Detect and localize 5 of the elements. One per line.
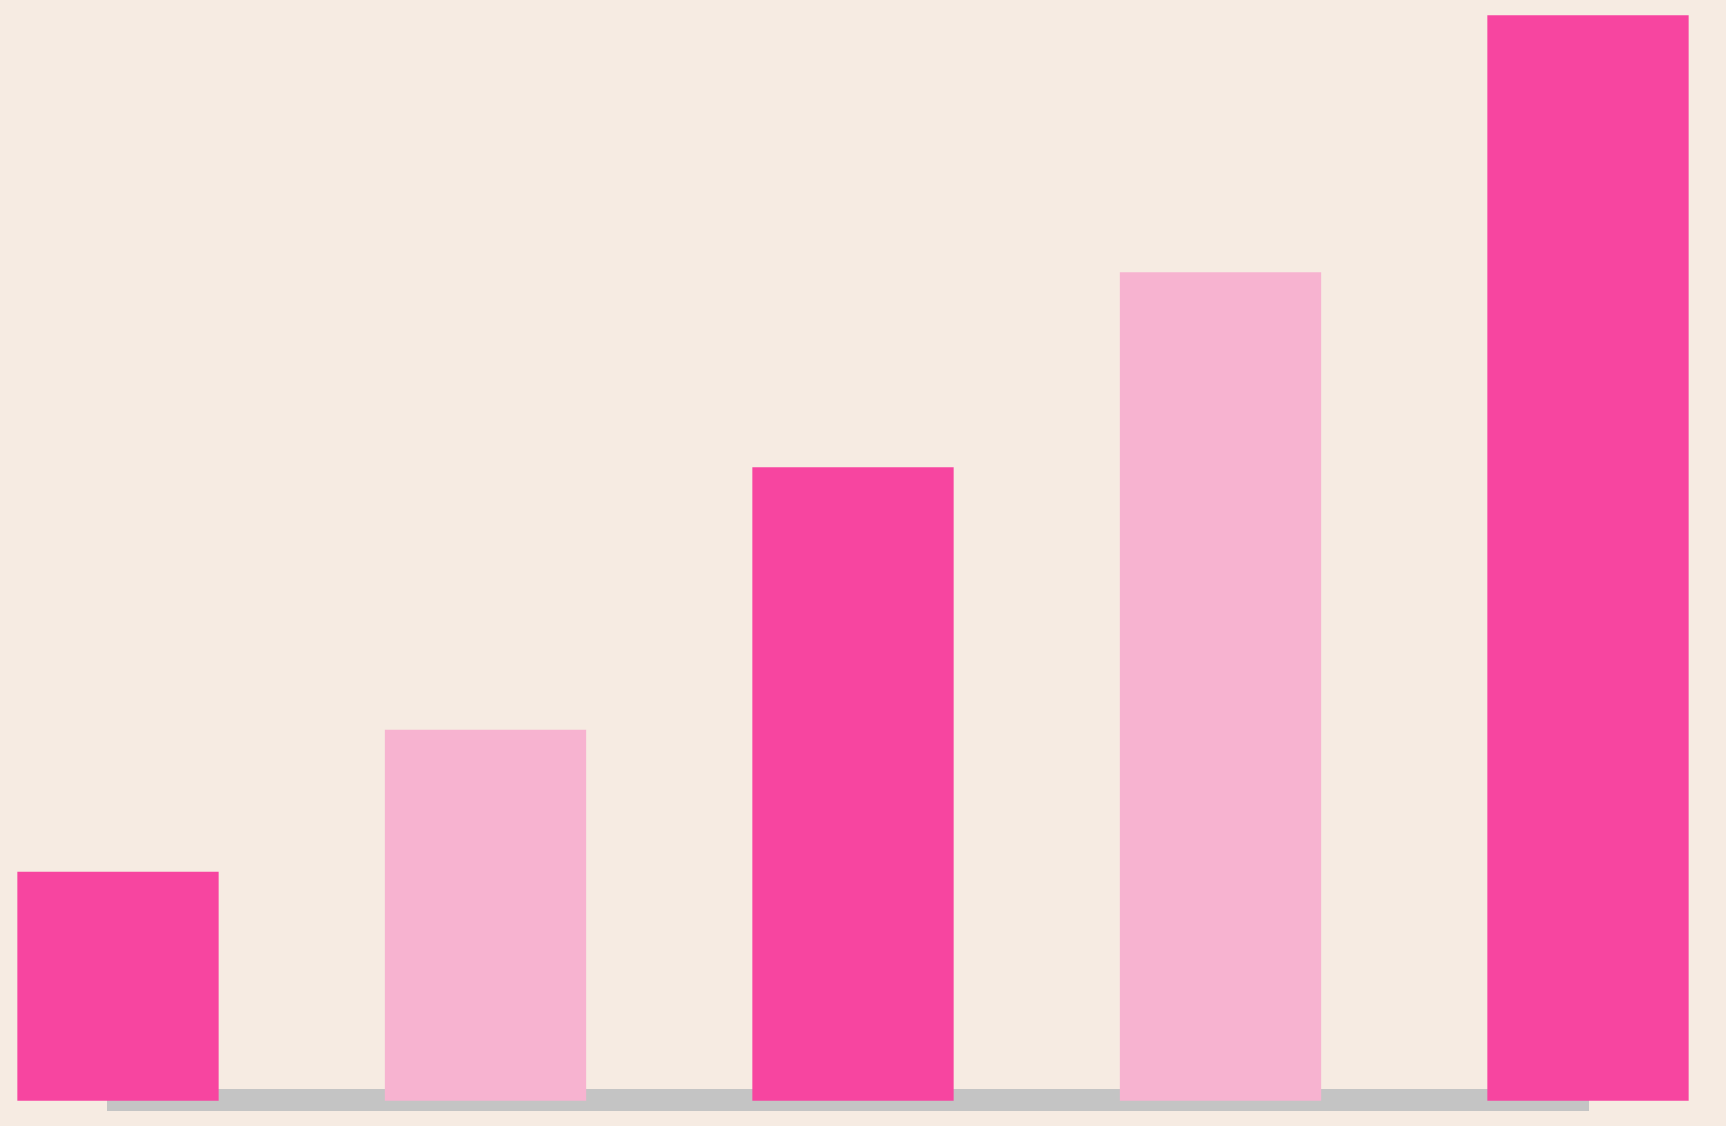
bar (1119, 272, 1322, 1101)
bar (17, 871, 219, 1101)
bar (752, 467, 954, 1101)
bar (384, 729, 587, 1101)
bar (1487, 15, 1689, 1101)
